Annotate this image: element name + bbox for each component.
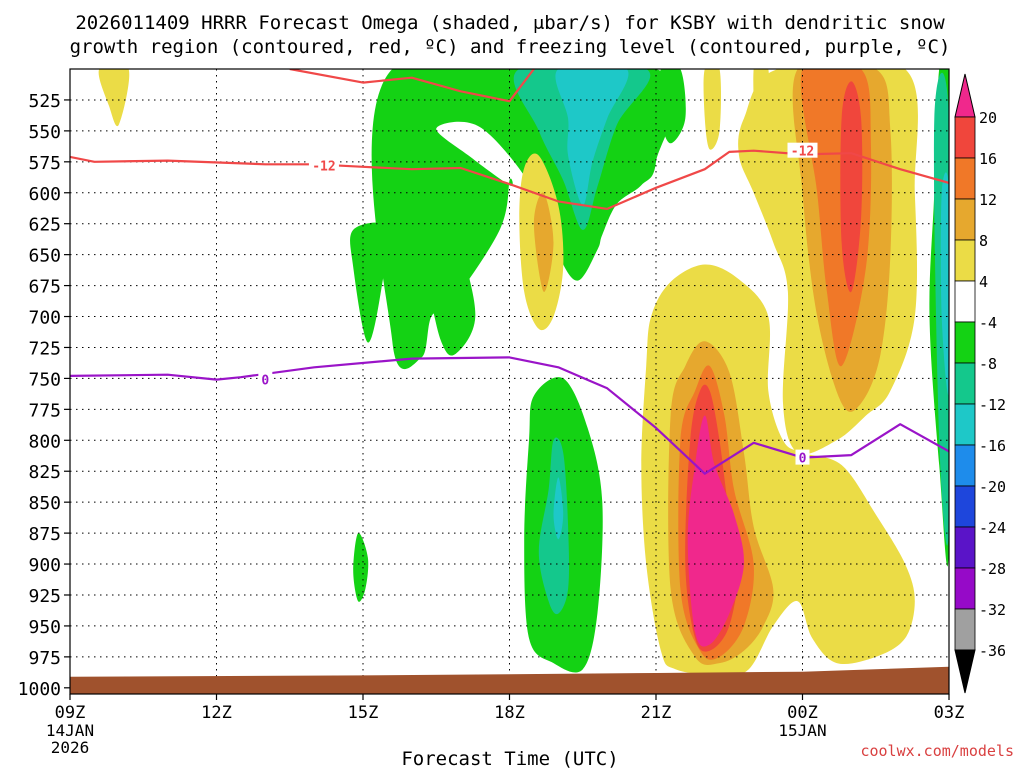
colorbar-bin — [954, 116, 976, 159]
colorbar-bin — [954, 403, 976, 446]
colorbar-bin — [954, 444, 976, 487]
colorbar-label: -4 — [979, 314, 997, 332]
colorbar-bin — [954, 321, 976, 364]
y-tick-label: 650 — [28, 246, 61, 267]
omega-region-21 — [533, 192, 554, 292]
omega-region-12 — [940, 172, 949, 395]
chart-title-line2: growth region (contoured, red, ºC) and f… — [70, 36, 951, 58]
colorbar-bin — [954, 608, 976, 651]
omega-region-17 — [98, 69, 130, 127]
y-tick-label: 525 — [28, 91, 61, 112]
omega-region-7 — [538, 437, 570, 615]
omega-region-2 — [350, 222, 390, 343]
y-tick-label: 850 — [28, 493, 61, 514]
x-tick-date: 15JAN — [778, 721, 826, 740]
colorbar-label: -16 — [979, 437, 1006, 455]
colorbar-bin — [954, 526, 976, 569]
y-tick-label: 725 — [28, 338, 61, 359]
x-tick-date: 14JAN — [46, 721, 94, 740]
omega-shading — [98, 69, 949, 676]
dotted-grid — [70, 69, 949, 694]
contour-label: 0 — [261, 374, 269, 389]
x-tick-label: 15Z — [348, 703, 379, 723]
x-tick-label: 00Z — [787, 703, 818, 723]
colorbar: 20 16 12 8 4 -4 -8 -12 -16 -20 -24 -28 -32 -36 — [954, 73, 1006, 694]
colorbar-label: 8 — [979, 232, 988, 250]
y-tick-label: 825 — [28, 462, 61, 483]
colorbar-bin — [954, 362, 976, 405]
colorbar-bin — [954, 567, 976, 610]
x-axis-label: Forecast Time (UTC) — [401, 748, 618, 768]
y-tick-label: 700 — [28, 308, 61, 329]
contour-label-bg — [258, 371, 273, 387]
colorbar-bin — [954, 157, 976, 200]
colorbar-bin — [954, 198, 976, 241]
contour-label-bg — [787, 142, 818, 158]
credit-text: coolwx.com/models — [860, 742, 1014, 760]
x-tick-label: 21Z — [641, 703, 672, 723]
omega-region-16 — [703, 69, 721, 150]
contour-lines: -12 -12 0 0 — [70, 69, 949, 475]
colorbar-label: -36 — [979, 642, 1006, 660]
contour-line-2 — [70, 356, 949, 475]
chart-title-line1: 2026011409 HRRR Forecast Omega (shaded, … — [75, 12, 945, 34]
terrain — [70, 666, 949, 694]
y-tick-label: 675 — [28, 277, 61, 298]
omega-region-3 — [353, 532, 369, 602]
y-tick-label: 750 — [28, 369, 61, 390]
colorbar-label: 4 — [979, 273, 988, 291]
colorbar-bin — [954, 280, 976, 323]
omega-region-25 — [840, 81, 863, 293]
colorbar-label: 20 — [979, 109, 997, 127]
colorbar-top-arrow — [954, 73, 976, 118]
contour-label-bg — [308, 157, 339, 173]
plot-area: -12 -12 0 0 — [70, 69, 949, 694]
y-tick-label: 600 — [28, 184, 61, 205]
y-tick-label: 975 — [28, 648, 61, 669]
y-tick-label: 775 — [28, 400, 61, 421]
x-tick-label: 03Z — [934, 703, 965, 723]
colorbar-label: -24 — [979, 519, 1006, 537]
y-tick-label: 875 — [28, 524, 61, 545]
omega-region-5 — [659, 69, 686, 144]
x-tick-label: 18Z — [494, 703, 525, 723]
contour-label: -12 — [312, 160, 335, 175]
y-tick-label: 550 — [28, 122, 61, 143]
colorbar-bin — [954, 239, 976, 282]
contour-label: -12 — [791, 145, 814, 160]
colorbar-label: -28 — [979, 560, 1006, 578]
contour-label-bg — [795, 449, 810, 465]
colorbar-bottom-arrow — [954, 649, 976, 694]
x-tick-label: 12Z — [201, 703, 232, 723]
colorbar-label: -20 — [979, 478, 1006, 496]
omega-region-10 — [553, 477, 564, 540]
omega-region-26 — [687, 415, 744, 647]
y-tick-label: 1000 — [18, 679, 61, 700]
colorbar-label: -8 — [979, 355, 997, 373]
contour-line-1 — [289, 69, 535, 103]
y-tick-label: 800 — [28, 431, 61, 452]
colorbar-label: -12 — [979, 396, 1006, 414]
omega-region-18 — [753, 69, 770, 175]
y-axis: 525 550 575 600 625 650 675 700 725 750 775 800 825 8… — [18, 91, 70, 700]
y-tick-label: 900 — [28, 555, 61, 576]
terrain-fill — [70, 666, 949, 694]
x-tick-year: 2026 — [51, 738, 90, 757]
y-tick-label: 925 — [28, 586, 61, 607]
y-tick-label: 575 — [28, 153, 61, 174]
colorbar-bin — [954, 485, 976, 528]
y-tick-label: 950 — [28, 617, 61, 638]
omega-region-1 — [389, 69, 476, 356]
colorbar-label: -32 — [979, 601, 1006, 619]
omega-region-11 — [555, 69, 629, 206]
x-tick-label: 09Z — [55, 703, 86, 723]
colorbar-label: 16 — [979, 150, 997, 168]
y-tick-label: 625 — [28, 215, 61, 236]
contour-label: 0 — [799, 452, 807, 467]
colorbar-label: 12 — [979, 191, 997, 209]
